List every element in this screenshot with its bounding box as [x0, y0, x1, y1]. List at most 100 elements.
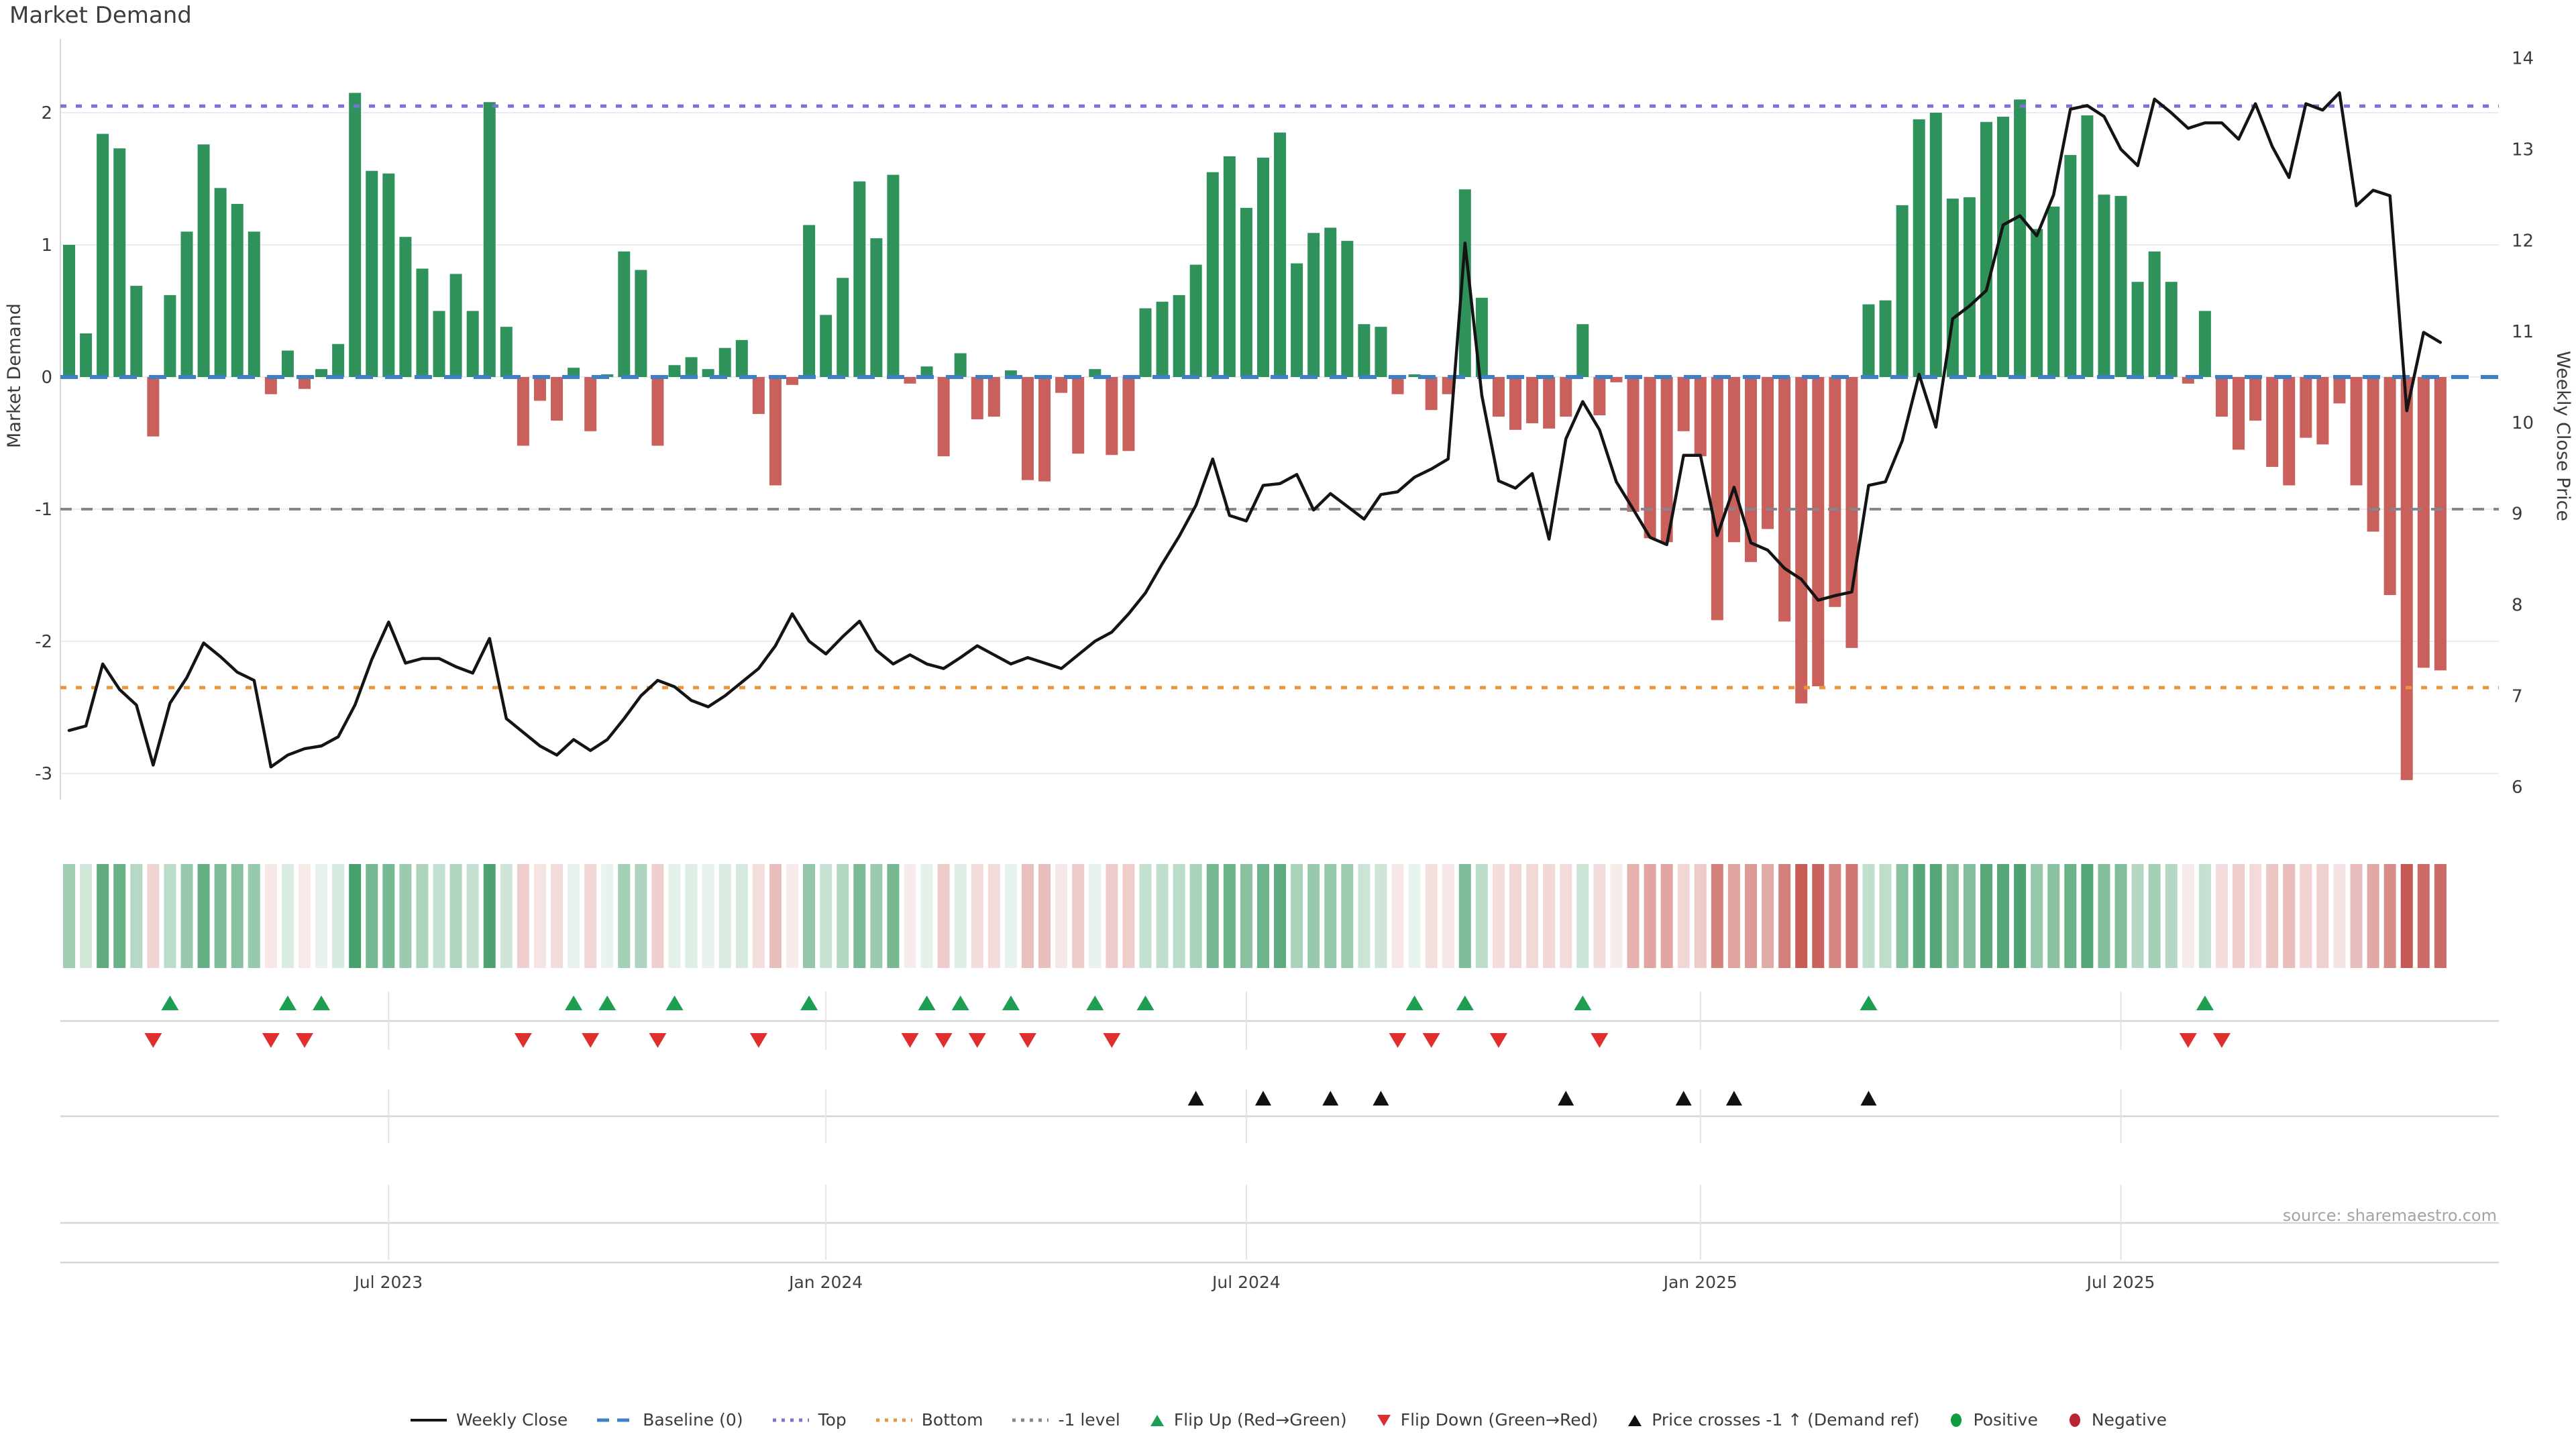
heatmap-cell [1442, 864, 1454, 968]
demand-bar [416, 268, 429, 377]
legend-item-label: Positive [1973, 1410, 2038, 1430]
demand-bar [1458, 189, 1471, 377]
x-axis-month-label: Jul 2025 [2086, 1273, 2155, 1292]
flip-down-marker [295, 1033, 313, 1048]
demand-bar [618, 251, 631, 377]
price-cross-marker [1254, 1091, 1271, 1106]
demand-bar [1223, 156, 1236, 377]
heatmap-cell [2098, 864, 2110, 968]
demand-bar [1072, 377, 1085, 454]
heatmap-cell [2383, 864, 2396, 968]
demand-bar [1913, 119, 1925, 377]
heatmap-cell [1139, 864, 1152, 968]
heatmap-cell [1896, 864, 1909, 968]
heatmap-cell [1206, 864, 1219, 968]
demand-bar [1408, 374, 1421, 377]
legend-item-4: -1 level [1011, 1410, 1120, 1430]
heatmap-cell [1072, 864, 1085, 968]
heatmap-cell [2148, 864, 2161, 968]
demand-bar [2014, 99, 2027, 378]
heatmap-cell [180, 864, 193, 968]
demand-bar [2266, 377, 2279, 467]
heatmap-cell [1929, 864, 1942, 968]
heatmap-cell [164, 864, 176, 968]
heatmap-cell [113, 864, 126, 968]
source-text: source: sharemaestro.com [2283, 1206, 2497, 1225]
heatmap-cell [147, 864, 160, 968]
demand-bar [735, 339, 748, 377]
heatmap-cell [1391, 864, 1404, 968]
heatmap-cell [231, 864, 244, 968]
heatmap-cell [1240, 864, 1252, 968]
demand-bar [264, 377, 277, 394]
demand-bar [1845, 377, 1858, 648]
heatmap-cell [971, 864, 983, 968]
demand-bar [298, 377, 311, 389]
heatmap-cell [281, 864, 294, 968]
demand-bar [1442, 377, 1454, 394]
demand-bar [769, 377, 782, 486]
heatmap-cell [853, 864, 866, 968]
demand-bar [920, 366, 933, 377]
flip-down-marker [262, 1033, 280, 1048]
heatmap-cell [1256, 864, 1269, 968]
heatmap-cell [1509, 864, 1522, 968]
price-cross-marker [1373, 1091, 1389, 1106]
heatmap-cell [248, 864, 260, 968]
flip-down-marker [1018, 1033, 1036, 1048]
demand-bar [551, 377, 564, 421]
demand-bar [1425, 377, 1438, 411]
demand-bars-group [63, 93, 2447, 780]
heatmap-cell [1189, 864, 1202, 968]
heatmap-cell [651, 864, 664, 968]
heatmap-cell [635, 864, 647, 968]
demand-bar [315, 369, 328, 377]
heatmap-cell [2215, 864, 2228, 968]
heatmap-cell [416, 864, 429, 968]
demand-bar [533, 377, 546, 401]
demand-bar [1694, 377, 1707, 457]
demand-bar [1711, 377, 1723, 621]
demand-bar [2434, 377, 2447, 671]
heatmap-cell [1862, 864, 1875, 968]
demand-bar [2182, 377, 2194, 384]
flip-down-marker [1103, 1033, 1121, 1048]
flip-up-marker [2196, 996, 2214, 1010]
right-axis-tick: 6 [2512, 777, 2523, 798]
heatmap-cell [2300, 864, 2312, 968]
heatmap-cell [601, 864, 614, 968]
heatmap-cell [1038, 864, 1051, 968]
flip-down-marker [1422, 1033, 1440, 1048]
heatmap-cell [1711, 864, 1723, 968]
demand-bar [2098, 195, 2110, 377]
line-black-icon [410, 1418, 447, 1421]
x-axis-month-label: Jan 2024 [788, 1273, 863, 1292]
demand-bar [1644, 377, 1656, 539]
demand-bar [2165, 282, 2178, 377]
weekly-close-line [67, 91, 2443, 769]
legend-item-3: Bottom [875, 1410, 983, 1430]
heatmap-cell [1997, 864, 2010, 968]
demand-bar [1391, 377, 1404, 394]
heatmap-cell [315, 864, 328, 968]
demand-bar [853, 181, 866, 377]
demand-bar [449, 274, 462, 377]
demand-bar [2081, 115, 2094, 377]
demand-bar [1156, 301, 1169, 377]
heatmap-cell [1375, 864, 1387, 968]
heatmap-cell [1963, 864, 1976, 968]
demand-bar [130, 286, 143, 377]
heatmap-cell [2081, 864, 2094, 968]
heatmap-cell [1745, 864, 1757, 968]
heatmap-cell [1795, 864, 1808, 968]
heatmap-cell [1307, 864, 1320, 968]
demand-bar [568, 368, 580, 377]
heatmap-cell [718, 864, 731, 968]
demand-bar [971, 377, 983, 420]
demand-bar [1291, 263, 1303, 377]
heatmap-cell [1055, 864, 1068, 968]
demand-bar [2131, 282, 2144, 377]
demand-bar [1139, 308, 1152, 377]
demand-bar [1929, 113, 1942, 377]
demand-bar [1593, 377, 1606, 416]
